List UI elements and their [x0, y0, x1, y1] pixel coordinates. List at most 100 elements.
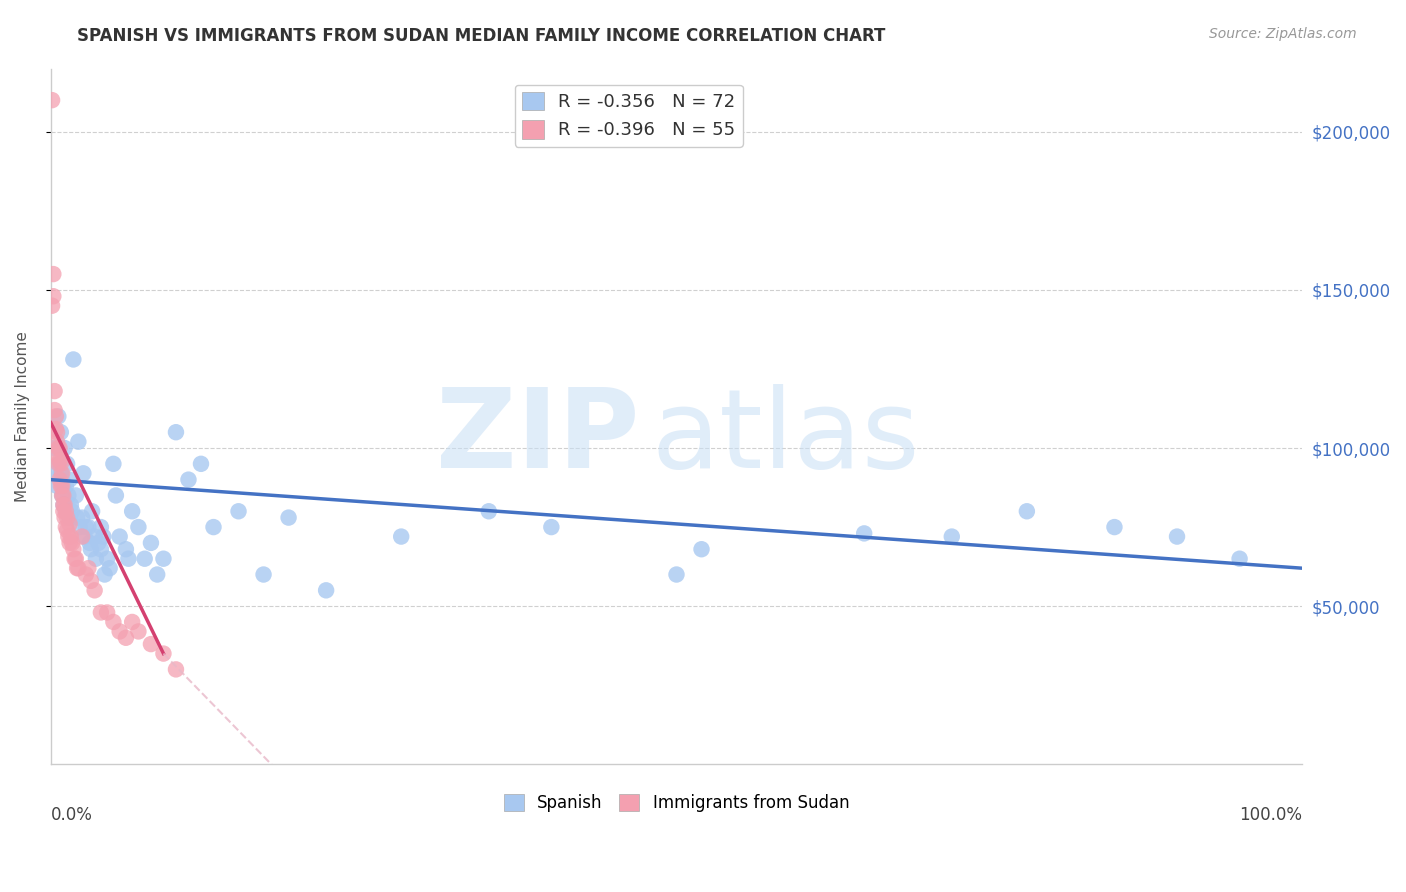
Point [228, 504, 250, 518]
Point [59, 473, 82, 487]
Point [93, 530, 115, 544]
Point [1229, 551, 1251, 566]
Point [66, 510, 89, 524]
Legend: Spanish, Immigrants from Sudan: Spanish, Immigrants from Sudan [498, 787, 856, 819]
Point [152, 647, 174, 661]
Point [59, 516, 82, 531]
Point [65, 551, 87, 566]
Point [90, 520, 112, 534]
Point [315, 583, 337, 598]
Point [67, 434, 90, 449]
Point [52, 488, 75, 502]
Text: atlas: atlas [651, 384, 920, 491]
Point [121, 615, 143, 629]
Point [46, 457, 69, 471]
Point [941, 530, 963, 544]
Point [44, 441, 66, 455]
Point [49, 479, 72, 493]
Text: 0.0%: 0.0% [51, 806, 93, 824]
Point [55, 504, 77, 518]
Text: Source: ZipAtlas.com: Source: ZipAtlas.com [1209, 27, 1357, 41]
Point [59, 530, 82, 544]
Point [1166, 530, 1188, 544]
Point [55, 504, 77, 518]
Point [277, 510, 299, 524]
Point [84, 551, 107, 566]
Point [540, 520, 562, 534]
Point [103, 615, 125, 629]
Point [59, 536, 82, 550]
Point [51, 488, 73, 502]
Point [42, 267, 65, 281]
Point [853, 526, 876, 541]
Point [48, 457, 70, 471]
Point [69, 520, 91, 534]
Point [48, 453, 70, 467]
Point [70, 530, 93, 544]
Point [41, 93, 63, 107]
Point [53, 441, 76, 455]
Point [90, 542, 112, 557]
Point [108, 624, 131, 639]
Point [48, 441, 70, 455]
Point [79, 536, 101, 550]
Point [152, 551, 174, 566]
Text: 100.0%: 100.0% [1239, 806, 1302, 824]
Point [252, 567, 274, 582]
Point [66, 561, 89, 575]
Point [55, 479, 77, 493]
Point [65, 488, 87, 502]
Point [52, 504, 75, 518]
Point [1015, 504, 1038, 518]
Point [51, 479, 73, 493]
Point [52, 498, 75, 512]
Point [42, 289, 65, 303]
Point [73, 530, 96, 544]
Point [58, 530, 80, 544]
Point [115, 542, 138, 557]
Point [45, 409, 67, 424]
Point [45, 422, 67, 436]
Point [63, 551, 86, 566]
Point [51, 467, 73, 481]
Point [46, 441, 69, 455]
Point [56, 510, 79, 524]
Point [77, 561, 100, 575]
Point [98, 561, 121, 575]
Point [51, 473, 73, 487]
Point [46, 434, 69, 449]
Point [83, 530, 105, 544]
Point [190, 457, 212, 471]
Point [52, 479, 75, 493]
Point [49, 425, 72, 440]
Point [115, 631, 138, 645]
Point [67, 561, 90, 575]
Point [70, 510, 93, 524]
Point [45, 467, 67, 481]
Point [96, 551, 118, 566]
Point [53, 498, 76, 512]
Point [60, 536, 83, 550]
Point [46, 409, 69, 424]
Point [46, 479, 69, 493]
Point [139, 637, 162, 651]
Point [1104, 520, 1126, 534]
Point [62, 352, 84, 367]
Point [165, 662, 187, 676]
Point [58, 488, 80, 502]
Point [52, 498, 75, 512]
Point [165, 425, 187, 440]
Point [53, 510, 76, 524]
Point [478, 504, 501, 518]
Point [127, 520, 149, 534]
Point [104, 488, 127, 502]
Point [96, 606, 118, 620]
Point [44, 403, 66, 417]
Y-axis label: Median Family Income: Median Family Income [15, 331, 30, 502]
Point [134, 551, 156, 566]
Point [44, 384, 66, 398]
Point [139, 536, 162, 550]
Point [72, 467, 94, 481]
Point [121, 504, 143, 518]
Point [51, 488, 73, 502]
